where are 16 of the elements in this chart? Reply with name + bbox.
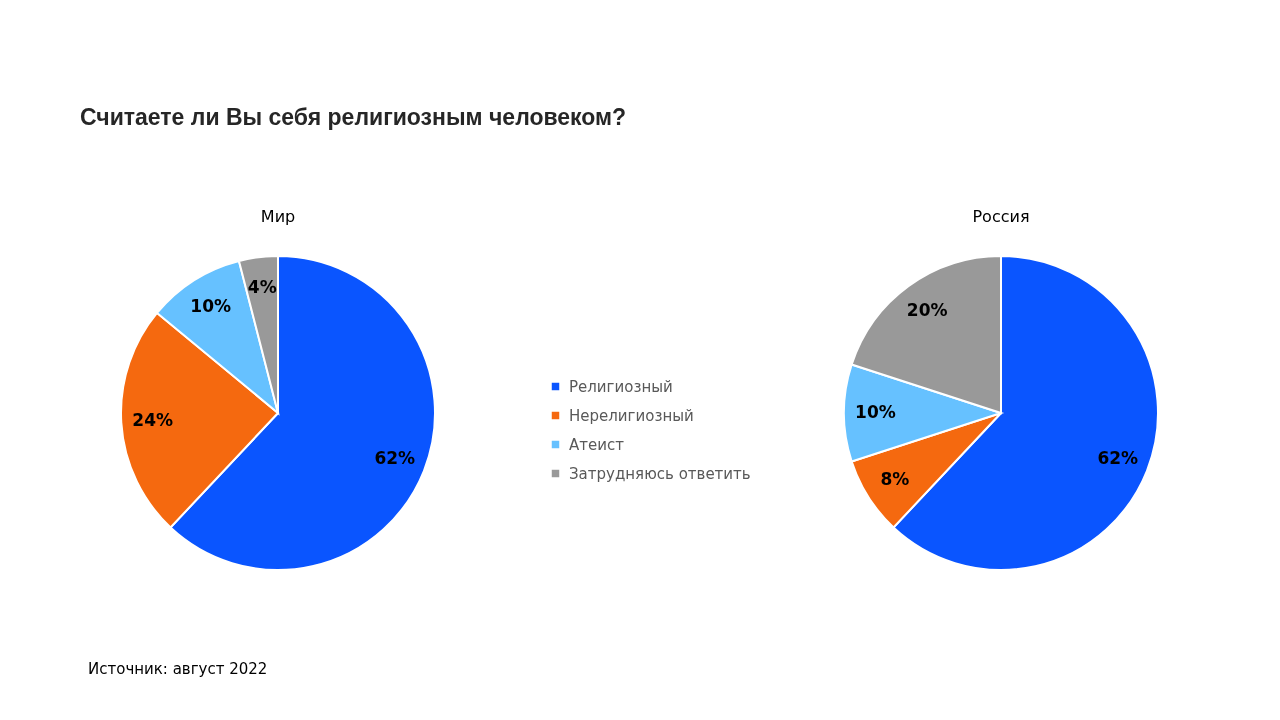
- data-label: 20%: [906, 300, 948, 321]
- data-label: 4%: [247, 277, 277, 298]
- legend-label: Религиозный: [569, 377, 673, 396]
- data-label: 10%: [190, 295, 232, 316]
- data-label: 8%: [880, 469, 910, 490]
- chart-title: Россия: [972, 207, 1030, 226]
- data-label: 62%: [374, 448, 416, 469]
- legend-label: Нерелигиозный: [569, 406, 694, 425]
- text: Считаете ли Вы себя религиозным человеком?: [80, 104, 627, 130]
- data-label: 10%: [855, 402, 896, 422]
- data-label: 24%: [132, 409, 173, 430]
- data-label: 62%: [1097, 448, 1139, 469]
- legend-label: Затрудняюсь ответить: [569, 464, 751, 483]
- text: Источник: август 2022: [88, 660, 268, 678]
- chart-title: Мир: [260, 207, 296, 226]
- legend-label: Атеист: [569, 435, 625, 454]
